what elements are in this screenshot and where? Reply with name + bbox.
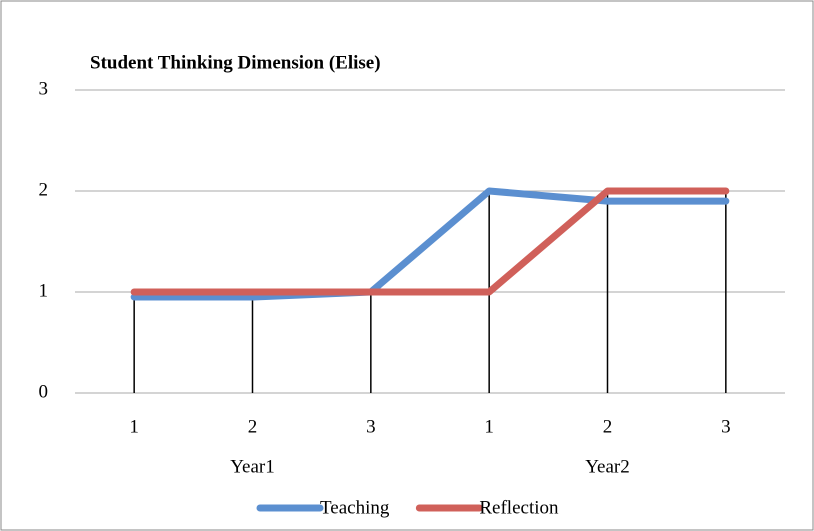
legend-label: Reflection — [479, 497, 559, 518]
y-tick-label: 1 — [39, 280, 49, 301]
x-tick-label: 1 — [484, 416, 494, 437]
y-tick-label: 0 — [39, 381, 49, 402]
series-line — [130, 187, 730, 301]
y-tick-label: 3 — [39, 78, 49, 99]
group-label: Year1 — [230, 456, 275, 477]
legend-label: Teaching — [320, 497, 390, 518]
x-tick-label: 3 — [366, 416, 376, 437]
x-tick-label: 1 — [129, 416, 139, 437]
x-tick-label: 2 — [603, 416, 613, 437]
x-tick-label: 2 — [248, 416, 258, 437]
x-tick-label: 3 — [721, 416, 731, 437]
chart-title: Student Thinking Dimension (Elise) — [90, 52, 381, 73]
series-line — [130, 187, 730, 296]
y-tick-label: 2 — [39, 179, 49, 200]
group-label: Year2 — [585, 456, 630, 477]
